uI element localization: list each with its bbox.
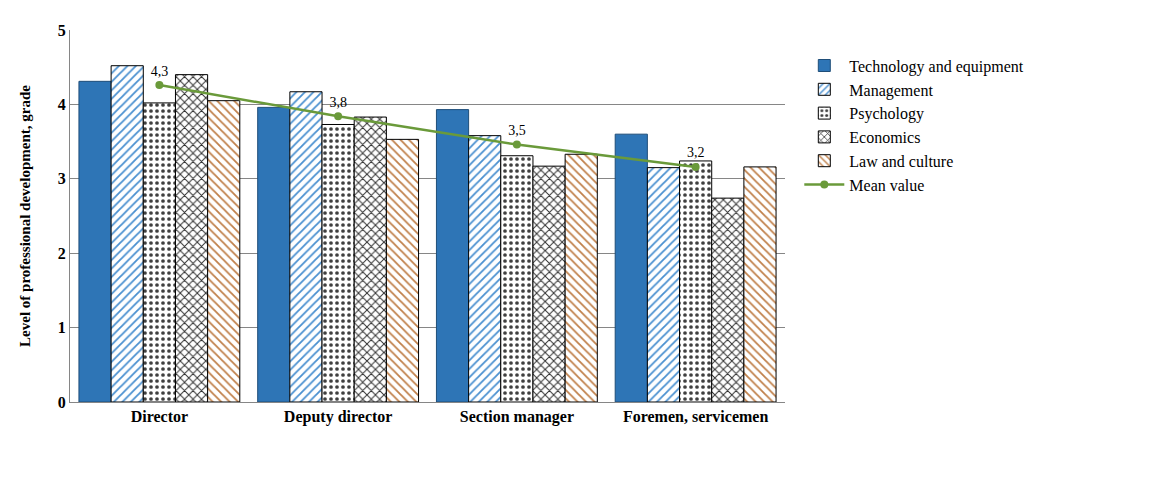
svg-text:4,3: 4,3 <box>151 64 169 79</box>
svg-text:3,8: 3,8 <box>329 95 347 110</box>
svg-text:1: 1 <box>58 319 66 336</box>
svg-text:Economics: Economics <box>849 129 920 146</box>
svg-text:0: 0 <box>58 394 66 411</box>
svg-text:Law and culture: Law and culture <box>849 153 953 170</box>
svg-text:Management: Management <box>849 82 933 100</box>
svg-text:Psychology: Psychology <box>849 105 924 123</box>
svg-text:Technology and equipment: Technology and equipment <box>849 58 1024 76</box>
svg-text:Foremen, servicemen: Foremen, servicemen <box>623 408 769 425</box>
svg-text:3: 3 <box>58 170 66 187</box>
svg-text:2: 2 <box>58 245 66 262</box>
svg-text:3,2: 3,2 <box>687 145 705 160</box>
svg-text:Director: Director <box>131 408 188 425</box>
svg-text:Level of professional developm: Level of professional development, grade <box>17 85 33 347</box>
svg-text:Mean value: Mean value <box>849 177 924 194</box>
svg-text:4: 4 <box>58 96 66 113</box>
svg-text:Section manager: Section manager <box>460 408 574 426</box>
svg-text:5: 5 <box>58 22 66 39</box>
svg-text:3,5: 3,5 <box>508 123 526 138</box>
svg-text:Deputy director: Deputy director <box>284 408 393 426</box>
